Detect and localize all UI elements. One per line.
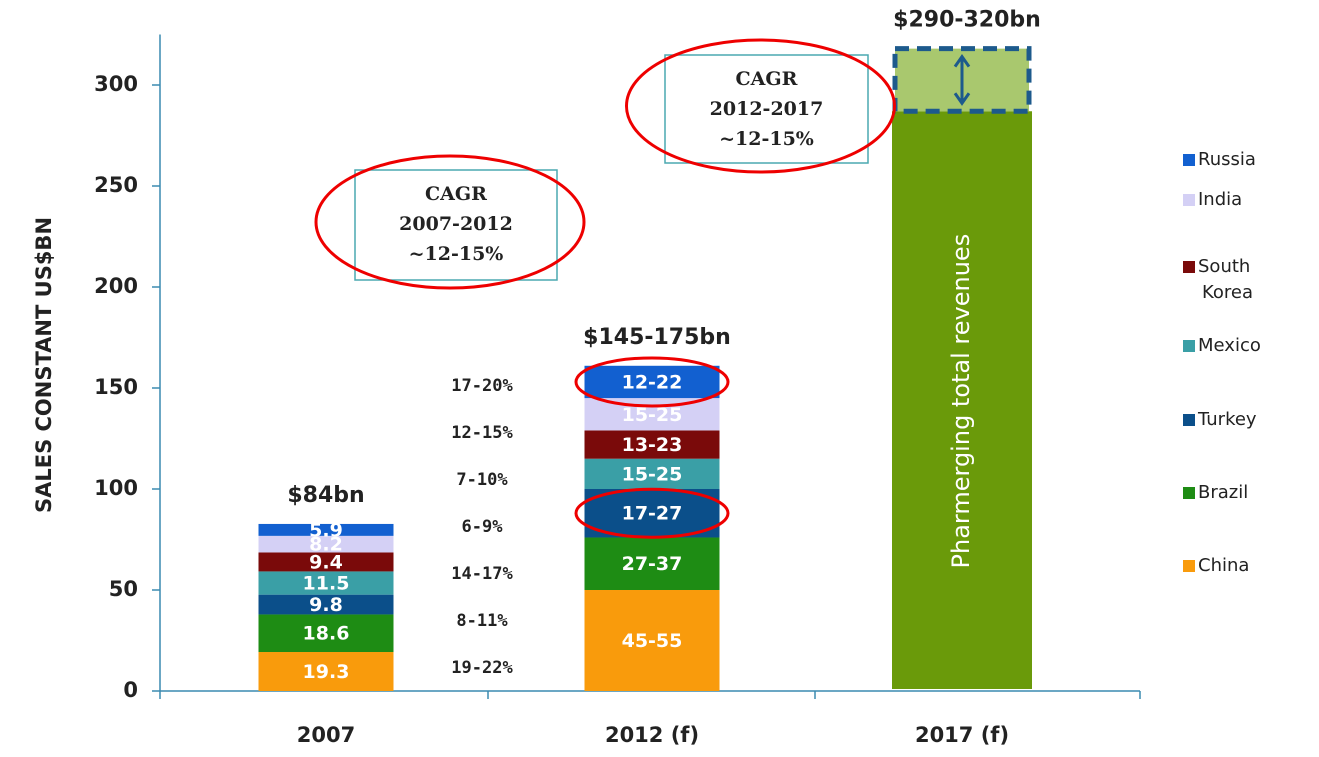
segment-label: 19.3 bbox=[303, 661, 350, 683]
legend-swatch bbox=[1183, 487, 1195, 499]
legend-label: Mexico bbox=[1198, 335, 1261, 356]
segment-label: 8.2 bbox=[309, 534, 343, 556]
cagr-text: 2007-2012 bbox=[399, 213, 513, 235]
bar-segment bbox=[584, 489, 720, 538]
segment-label: 11.5 bbox=[303, 573, 350, 595]
highlight-oval bbox=[625, 38, 896, 174]
segment-label: 15-25 bbox=[622, 404, 683, 426]
cagr-text: ~12-15% bbox=[409, 243, 504, 265]
legend-swatch bbox=[1183, 414, 1195, 426]
bar-segment bbox=[584, 458, 720, 489]
legend-swatch bbox=[1183, 194, 1195, 206]
bar-segment bbox=[258, 652, 394, 691]
bar-segment bbox=[258, 523, 394, 536]
legend-label: South Korea bbox=[1198, 256, 1253, 303]
legend-label: Brazil bbox=[1198, 482, 1248, 503]
segment-label: 18.6 bbox=[303, 623, 350, 645]
growth-label: 8-11% bbox=[456, 611, 508, 631]
segment-label: 9.8 bbox=[309, 594, 343, 616]
growth-label: 12-15% bbox=[451, 423, 513, 443]
segment-label: 5.9 bbox=[309, 519, 343, 541]
x-tick-label: 2007 bbox=[297, 723, 355, 747]
growth-label: 14-17% bbox=[451, 564, 513, 584]
cagr-text: 2012-2017 bbox=[710, 98, 824, 120]
y-axis-label: SALES CONSTANT US$BN bbox=[32, 217, 56, 513]
segment-label: 9.4 bbox=[309, 551, 343, 573]
range-arrowhead bbox=[953, 54, 971, 106]
cagr-box bbox=[354, 169, 558, 281]
growth-label: 7-10% bbox=[456, 470, 508, 490]
segment-label: 45-55 bbox=[622, 630, 683, 652]
growth-label: 17-20% bbox=[451, 376, 513, 396]
bar-segment bbox=[258, 594, 394, 615]
legend-swatch bbox=[1183, 154, 1195, 166]
bar-segment bbox=[584, 430, 720, 459]
segment-label: 13-23 bbox=[622, 434, 683, 456]
bar-segment bbox=[258, 614, 394, 653]
legend-label: Russia bbox=[1198, 149, 1256, 170]
y-tick-label: 200 bbox=[94, 274, 138, 298]
legend-label: Turkey bbox=[1197, 409, 1257, 430]
legend-swatch bbox=[1183, 560, 1195, 572]
y-tick-label: 250 bbox=[94, 173, 138, 197]
bar-segment bbox=[258, 571, 394, 595]
bar-segment bbox=[584, 537, 720, 590]
x-tick-label: 2012 (f) bbox=[605, 723, 699, 747]
total-label: $290-320bn bbox=[893, 8, 1041, 33]
total-bar-label: Pharmerging total revenues bbox=[947, 234, 975, 569]
legend-label: China bbox=[1198, 555, 1249, 576]
bar-segment bbox=[584, 590, 720, 691]
legend-swatch bbox=[1183, 261, 1195, 273]
segment-label: 15-25 bbox=[622, 463, 683, 485]
y-tick-label: 100 bbox=[94, 476, 138, 500]
segment-label: 17-27 bbox=[622, 503, 683, 525]
cagr-text: CAGR bbox=[736, 68, 798, 90]
legend-swatch bbox=[1183, 340, 1195, 352]
total-label: $145-175bn bbox=[583, 325, 731, 350]
total-bar bbox=[892, 111, 1032, 689]
y-tick-label: 50 bbox=[109, 577, 138, 601]
x-tick-label: 2017 (f) bbox=[915, 723, 1009, 747]
y-tick-label: 0 bbox=[123, 678, 138, 702]
cagr-text: ~12-15% bbox=[719, 128, 814, 150]
total-label: $84bn bbox=[287, 483, 364, 508]
y-tick-label: 150 bbox=[94, 375, 138, 399]
cagr-box bbox=[664, 54, 869, 164]
segment-label: 27-37 bbox=[622, 553, 683, 575]
growth-label: 6-9% bbox=[462, 517, 504, 537]
cagr-text: CAGR bbox=[425, 183, 487, 205]
legend-label: India bbox=[1198, 189, 1242, 210]
segment-label: 12-22 bbox=[622, 371, 683, 393]
bar-segment bbox=[258, 552, 394, 572]
growth-label: 19-22% bbox=[451, 658, 513, 678]
bar-segment bbox=[584, 398, 720, 431]
y-tick-label: 300 bbox=[94, 72, 138, 96]
highlight-oval bbox=[314, 154, 586, 290]
highlight-oval bbox=[574, 356, 730, 408]
highlight-oval bbox=[574, 487, 730, 539]
bar-segment bbox=[258, 535, 394, 553]
bar-segment bbox=[584, 365, 720, 399]
